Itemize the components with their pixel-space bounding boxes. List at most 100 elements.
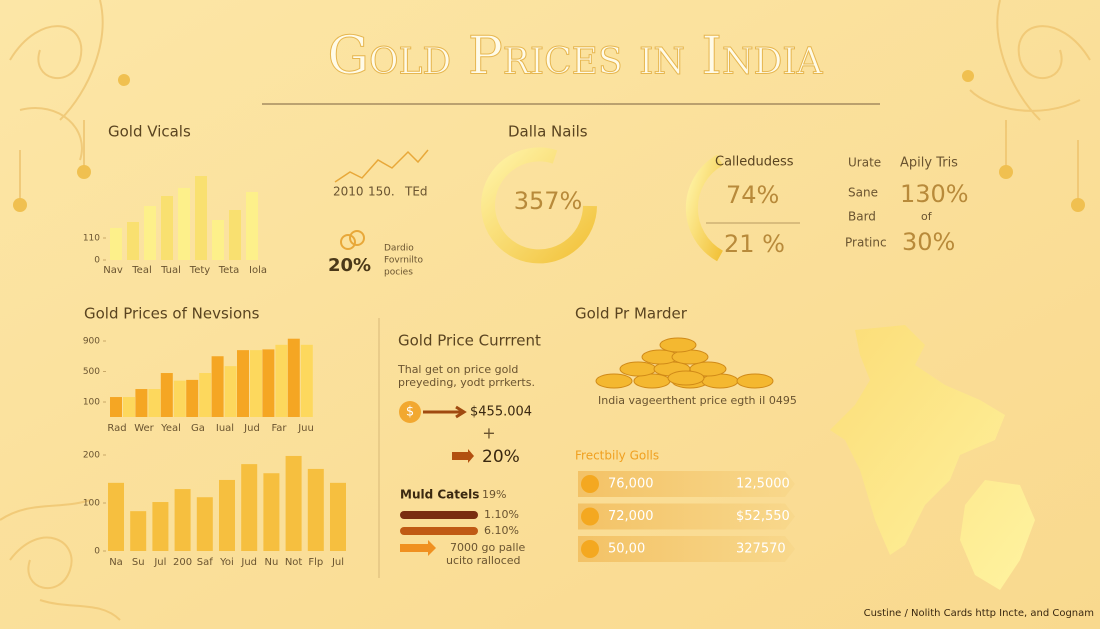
panel-title: Gold Prices of Nevsions bbox=[84, 305, 260, 323]
ring-icon bbox=[349, 230, 365, 246]
x-tick-label: Juu bbox=[297, 423, 314, 434]
tassels bbox=[13, 70, 1085, 212]
rate-label: Bard bbox=[848, 210, 876, 224]
ring-icon bbox=[340, 234, 356, 250]
x-tick-label: Teal bbox=[131, 265, 151, 276]
bar bbox=[186, 379, 199, 417]
caption: India vageerthent price egth iI 0495 bbox=[598, 394, 797, 407]
x-tick-label: Iual bbox=[216, 423, 234, 434]
stat: 21 % bbox=[724, 230, 785, 258]
stat: 74% bbox=[726, 181, 779, 209]
x-tick-label: Tual bbox=[160, 265, 181, 276]
bar bbox=[160, 373, 173, 417]
x-tick-label: Wer bbox=[134, 423, 154, 434]
item: 6.10% bbox=[484, 524, 519, 537]
bar bbox=[246, 192, 258, 260]
bar bbox=[110, 228, 122, 260]
donut-value: 357% bbox=[514, 187, 583, 215]
panel-title: Calledudess bbox=[715, 155, 794, 170]
y-tick-label: 100 bbox=[83, 499, 100, 509]
x-tick-label: Yeal bbox=[160, 423, 181, 434]
arrow bbox=[452, 449, 474, 463]
footer: Custine / Nolith Cards http Incte, and C… bbox=[864, 608, 1094, 619]
note: 7000 go palle bbox=[450, 541, 526, 554]
y-tick-label: 200 bbox=[83, 451, 100, 461]
x-tick-label: Jud bbox=[240, 557, 257, 568]
trend-note: pocies bbox=[384, 268, 413, 278]
coin-pile bbox=[595, 337, 774, 389]
bar bbox=[229, 210, 241, 260]
item: 1.10% bbox=[484, 508, 519, 521]
donut bbox=[481, 147, 597, 264]
trend-label: TEd bbox=[404, 185, 428, 199]
x-tick-label: Far bbox=[271, 423, 287, 434]
x-tick-label: Iola bbox=[249, 265, 267, 276]
x-tick-label: Flp bbox=[308, 557, 323, 568]
price: $455.004 bbox=[470, 405, 532, 420]
y-tick-label: 0 bbox=[94, 256, 100, 266]
y-tick-label: 0 bbox=[94, 547, 100, 557]
bar bbox=[199, 373, 212, 417]
note: ucito ralloced bbox=[446, 554, 521, 567]
bar bbox=[135, 389, 148, 417]
row-value: 12,5000 bbox=[736, 477, 790, 492]
x-tick-label: Na bbox=[109, 557, 123, 568]
map-india bbox=[830, 325, 1035, 590]
bar bbox=[144, 206, 156, 260]
bar bbox=[237, 350, 249, 417]
change: 20% bbox=[482, 447, 520, 467]
banner bbox=[578, 503, 795, 530]
bar bbox=[275, 344, 288, 417]
rate-value: 30% bbox=[902, 228, 955, 256]
banner bbox=[578, 471, 795, 497]
x-tick-label: Su bbox=[132, 557, 145, 568]
row-value: 50,00 bbox=[608, 542, 645, 557]
bar bbox=[212, 220, 224, 260]
bar bbox=[285, 455, 302, 551]
bar bbox=[161, 196, 173, 260]
coin-icon bbox=[399, 401, 421, 423]
bar bbox=[174, 489, 191, 551]
arrow bbox=[400, 540, 436, 556]
x-tick-label: Rad bbox=[107, 423, 126, 434]
x-tick-label: Jul bbox=[331, 557, 344, 568]
panel-title: Gold Vicals bbox=[108, 123, 191, 141]
panel-title: Gold Price Currrent bbox=[398, 332, 541, 350]
trend-label: 150. bbox=[368, 185, 395, 199]
x-tick-label: Saf bbox=[197, 557, 213, 568]
row-value: $52,550 bbox=[736, 509, 790, 524]
rate-head: Apily Tris bbox=[900, 156, 958, 171]
panel-title: Muld Catels bbox=[400, 488, 479, 502]
x-tick-label: Nu bbox=[264, 557, 278, 568]
bar bbox=[330, 482, 346, 551]
half-ring bbox=[685, 154, 724, 262]
trend-note: Fovrnilto bbox=[384, 256, 423, 266]
bar bbox=[110, 397, 122, 417]
ornaments bbox=[0, 0, 1091, 621]
bar bbox=[250, 350, 262, 417]
text: Thal get on price gold bbox=[397, 363, 518, 376]
rate-label: Urate bbox=[848, 156, 881, 170]
bar bbox=[307, 468, 324, 551]
bar bbox=[219, 479, 235, 551]
bar bbox=[241, 464, 258, 551]
bar bbox=[262, 349, 275, 417]
rate-value: of bbox=[921, 210, 933, 223]
progress bbox=[400, 527, 478, 535]
x-tick-label: Yoi bbox=[219, 557, 234, 568]
bar bbox=[152, 502, 169, 551]
bar bbox=[108, 482, 124, 551]
row-value: 76,000 bbox=[608, 477, 654, 492]
panel-title: Dalla Nails bbox=[508, 123, 588, 141]
text: preyeding, yodt prrkerts. bbox=[398, 376, 535, 389]
trend-note: Dardio bbox=[384, 244, 414, 254]
title: Gold Prices in India bbox=[327, 27, 823, 87]
y-tick-label: 500 bbox=[83, 367, 100, 377]
progress bbox=[400, 511, 478, 519]
coin-icon bbox=[581, 507, 599, 526]
trend-stat: 20% bbox=[328, 255, 371, 276]
item: 19% bbox=[482, 488, 506, 501]
plus: + bbox=[482, 424, 495, 443]
banner bbox=[578, 536, 795, 562]
